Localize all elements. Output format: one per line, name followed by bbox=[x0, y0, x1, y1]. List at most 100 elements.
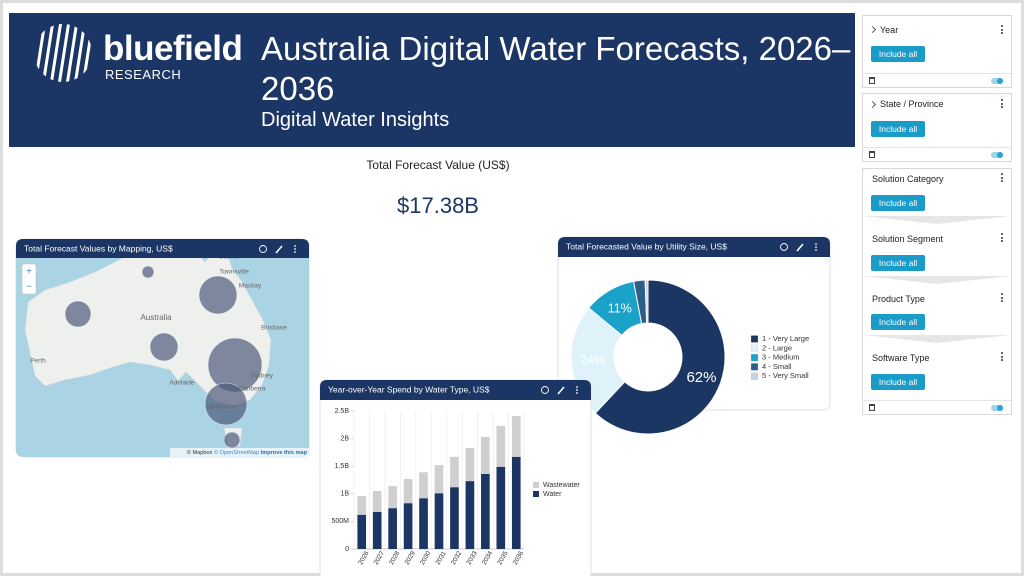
trash-icon[interactable] bbox=[869, 151, 875, 158]
card-footer bbox=[863, 147, 1011, 162]
separator bbox=[863, 276, 1011, 284]
city-label: Perth bbox=[30, 358, 46, 365]
y-tick-label: 1.5B bbox=[335, 463, 350, 470]
chevron[interactable] bbox=[868, 100, 877, 109]
info-icon[interactable] bbox=[541, 386, 549, 394]
attribution-bg bbox=[170, 448, 309, 457]
legend-label: 1 - Very Large bbox=[762, 334, 809, 343]
include-all-button[interactable]: Include all bbox=[871, 255, 925, 271]
slice-label: 24% bbox=[580, 353, 605, 367]
bar-segment bbox=[372, 512, 382, 549]
slice-label: 62% bbox=[686, 369, 716, 386]
info-icon[interactable] bbox=[780, 243, 788, 251]
trash-icon[interactable] bbox=[869, 77, 875, 84]
menu-dot bbox=[294, 245, 296, 247]
bar-segment bbox=[372, 491, 382, 513]
legend-label: 3 - Medium bbox=[762, 353, 800, 362]
filter-label: Solution Segment bbox=[872, 234, 944, 244]
include-all-button[interactable]: Include all bbox=[871, 195, 925, 211]
bar-segment bbox=[481, 473, 490, 549]
legend-swatch bbox=[750, 363, 759, 371]
menu-icon[interactable] bbox=[1001, 99, 1003, 110]
bar-segment bbox=[496, 425, 506, 467]
panel-header bbox=[320, 380, 591, 400]
logo-subtext: RESEARCH bbox=[105, 67, 182, 82]
menu-dot bbox=[815, 243, 817, 245]
kpi-value: $17.38B bbox=[397, 193, 479, 218]
include-all-button[interactable]: Include all bbox=[871, 314, 925, 330]
y-tick-label: 1B bbox=[340, 491, 349, 498]
legend-label: 2 - Large bbox=[762, 343, 792, 352]
attribution-item: © Mapbox bbox=[187, 449, 214, 456]
header-banner: bluefield RESEARCH Australia Digital Wat… bbox=[9, 13, 855, 147]
map-bubble[interactable] bbox=[141, 265, 155, 279]
menu-icon[interactable] bbox=[1001, 293, 1003, 304]
include-all-button[interactable]: Include all bbox=[871, 374, 925, 390]
city-label: Adelaide bbox=[169, 380, 195, 387]
filter-card: Solution Category Include all Solution S… bbox=[862, 168, 1012, 415]
edit-icon[interactable] bbox=[796, 243, 804, 252]
edit-icon[interactable] bbox=[557, 386, 565, 395]
toggle[interactable] bbox=[991, 152, 1003, 158]
bar-segment bbox=[357, 514, 367, 549]
map-bubble[interactable] bbox=[207, 337, 263, 393]
menu-dot bbox=[815, 246, 817, 248]
city-label: Townsville bbox=[219, 269, 249, 276]
slice-label: 11% bbox=[608, 302, 632, 316]
panel-title: Year-over-Year Spend by Water Type, US$ bbox=[328, 384, 490, 394]
chevron[interactable] bbox=[868, 25, 877, 34]
bar-segment bbox=[511, 456, 521, 549]
logo-text: bluefield bbox=[103, 29, 243, 68]
menu-icon[interactable] bbox=[1001, 173, 1003, 184]
menu-dot bbox=[576, 392, 578, 394]
toggle[interactable] bbox=[991, 405, 1003, 411]
bar-segment bbox=[434, 493, 444, 549]
bar-segment bbox=[388, 508, 397, 549]
zoom-in[interactable]: + bbox=[26, 267, 32, 278]
bar-segment bbox=[496, 466, 506, 549]
card-footer bbox=[863, 400, 1011, 415]
legend-swatch bbox=[750, 353, 759, 362]
attribution-item[interactable]: Improve this map bbox=[261, 450, 308, 456]
bar-segment bbox=[511, 415, 521, 457]
map-bubble[interactable] bbox=[149, 332, 179, 362]
menu-icon[interactable] bbox=[1001, 25, 1003, 36]
map-bubble[interactable] bbox=[223, 431, 241, 449]
bar-segment bbox=[465, 447, 475, 482]
separator bbox=[863, 216, 1011, 224]
include-all-button[interactable]: Include all bbox=[871, 121, 925, 137]
menu-icon[interactable] bbox=[1001, 352, 1003, 363]
card-footer bbox=[863, 73, 1011, 88]
edit-icon[interactable] bbox=[275, 245, 283, 254]
include-all-button[interactable]: Include all bbox=[871, 46, 925, 62]
city-label: Melbourne bbox=[207, 404, 238, 411]
legend-swatch bbox=[533, 482, 539, 488]
bar-segment bbox=[419, 498, 428, 549]
map-bubble[interactable] bbox=[64, 300, 92, 328]
menu-icon[interactable] bbox=[1001, 233, 1003, 244]
panel-title: Total Forecast Values by Mapping, US$ bbox=[24, 243, 173, 253]
kpi-label: Total Forecast Value (US$) bbox=[366, 158, 510, 172]
city-label: Sydney bbox=[251, 373, 273, 380]
filter-label: State / Province bbox=[880, 99, 944, 109]
city-label: Mackay bbox=[239, 283, 262, 290]
trash-icon[interactable] bbox=[869, 404, 875, 411]
city-label: Cairns bbox=[219, 254, 239, 261]
legend-label: 4 - Small bbox=[762, 362, 792, 371]
info-icon[interactable] bbox=[259, 245, 267, 253]
toggle[interactable] bbox=[991, 78, 1003, 84]
attribution-item[interactable]: © OpenStreetMap bbox=[214, 449, 261, 456]
map-bubble[interactable] bbox=[198, 275, 238, 315]
map-bubble[interactable] bbox=[204, 382, 248, 426]
bar-segment bbox=[481, 436, 490, 474]
region-label: Australia bbox=[140, 313, 172, 322]
legend-label: Water bbox=[543, 491, 562, 498]
legend-swatch bbox=[750, 344, 759, 352]
zoom-out[interactable]: − bbox=[26, 282, 32, 293]
legend-label: Wastewater bbox=[543, 482, 580, 489]
legend-swatch bbox=[750, 372, 759, 380]
menu-dot bbox=[294, 248, 296, 250]
attribution: © Mapbox © OpenStreetMap Improve this ma… bbox=[187, 449, 308, 456]
